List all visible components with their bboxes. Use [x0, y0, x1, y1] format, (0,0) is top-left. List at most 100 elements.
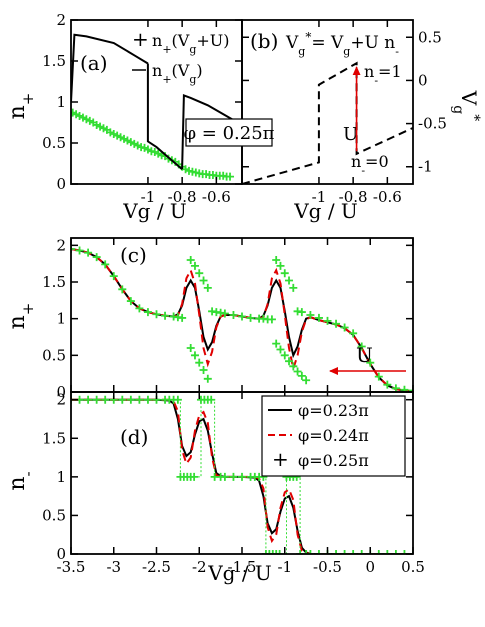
series-1-0-line — [242, 61, 413, 184]
series-2-2-point — [276, 261, 285, 270]
y-tick-label: 0.5 — [418, 28, 442, 46]
series-2-2-point — [238, 312, 246, 321]
x-tick-label: -2.5 — [142, 558, 171, 576]
legend-label-a1: n+(Vg+U) — [152, 31, 230, 56]
y-tick-label: 2 — [56, 236, 66, 254]
series-2-2-point — [199, 366, 208, 374]
series-2-2-point — [289, 283, 298, 292]
phi-annotation-box — [185, 118, 273, 147]
x-tick-label: -1 — [312, 188, 327, 206]
panel-c-label: (c) — [120, 243, 147, 267]
x-tick-label: -0.8 — [339, 188, 368, 206]
series-0-0-point — [226, 172, 235, 181]
series-2-2-point — [178, 313, 187, 322]
series-2-2-point — [118, 285, 127, 294]
series-2-1-line — [71, 248, 413, 392]
series-3-2-point — [349, 550, 358, 554]
y-tick-label: 0 — [418, 71, 428, 89]
series-2-2-point — [190, 351, 199, 360]
y-tick-label: 0 — [56, 545, 66, 563]
series-2-2-point — [75, 246, 84, 255]
panel-a-legend: + n+(Vg+U) n+(Vg) — [132, 27, 230, 86]
plot-area — [242, 61, 413, 184]
panel-d-label: (d) — [120, 425, 148, 449]
plot-area — [71, 395, 413, 554]
panel-d-ylabel: n- — [5, 471, 37, 490]
u-arrow-label-c: U — [356, 343, 373, 367]
panel-b-plot: -1 -0.8 -0.6 -1 -0.5 0 0.5 — [241, 19, 447, 206]
series-2-2-point — [220, 309, 229, 318]
series-2-2-point — [409, 386, 413, 392]
series-0-1-line — [71, 33, 149, 103]
series-2-2-point — [143, 308, 152, 317]
x-tick-label: -3.5 — [57, 558, 86, 576]
panel-d-plot: -3.5 -3 -2.5 -2 -1.5 -1 -0.5 0 0.5 0 0.5 1 1.5 2 — [42, 391, 425, 576]
series-2-2-point — [190, 261, 199, 270]
legend-label-023: φ=0.23π — [298, 401, 369, 420]
series-2-2-point — [272, 256, 281, 264]
series-2-2-point — [357, 342, 366, 351]
panel-d-labels: (d) n- Vg / U φ=0.23π φ=0.24π + φ=0.25π — [5, 395, 406, 585]
series-2-2-point — [195, 358, 204, 367]
series-2-2-point — [186, 344, 195, 352]
panel-a-labels: (a) n+ Vg / U + n+(Vg+U) n+(Vg) φ = 0.25… — [5, 27, 275, 223]
legend-label-025: φ=0.25π — [298, 451, 369, 470]
series-0-1-line — [181, 93, 242, 170]
y-tick-label: 1 — [56, 310, 66, 328]
x-tick-label: -2 — [192, 558, 207, 576]
panel-d-legend: φ=0.23π φ=0.24π + φ=0.25π — [261, 395, 406, 477]
series-2-2-point — [109, 272, 118, 281]
series-3-2-point — [302, 550, 311, 554]
series-3-2-point — [357, 550, 366, 554]
panel-a-plot: -1 -0.8 -0.6 0 0.5 1 1.5 2 — [42, 11, 243, 206]
series-2-2-point — [323, 316, 332, 325]
series-3-2-point — [332, 550, 341, 554]
series-3-2-point — [272, 550, 281, 554]
series-3-2-point — [383, 550, 392, 554]
series-2-2-point — [280, 351, 289, 360]
series-2-2-point — [276, 345, 285, 354]
y-tick-label: 0.5 — [42, 134, 66, 152]
x-tick-label: -0.6 — [202, 188, 231, 206]
x-tick-label: 0 — [365, 558, 375, 576]
x-tick-label: -1.5 — [228, 558, 257, 576]
legend-marker-025: + — [272, 447, 289, 471]
panel-a-ylabel: n+ — [5, 93, 37, 120]
x-tick-label: -0.8 — [168, 188, 197, 206]
series-3-2-point — [306, 550, 315, 554]
series-2-2-point — [92, 253, 101, 262]
series-2-2-point — [84, 248, 93, 257]
series-3-2-point — [265, 550, 274, 554]
series-2-2-point — [289, 362, 298, 371]
series-2-2-point — [332, 319, 341, 328]
series-2-2-point — [297, 371, 306, 380]
panel-a-label: (a) — [80, 51, 108, 75]
series-3-2-point — [400, 550, 409, 554]
series-2-2-point — [195, 269, 204, 278]
series-3-2-point — [275, 550, 284, 554]
series-3-2-point — [314, 550, 323, 554]
series-2-2-point — [246, 313, 255, 322]
series-2-2-point — [229, 311, 238, 319]
y-tick-label: 1.5 — [42, 429, 66, 447]
y-tick-label: 0.5 — [42, 346, 66, 364]
panel-b-xlabel: Vg / U — [293, 199, 358, 223]
legend-marker-plus: + — [132, 27, 149, 51]
x-tick-label: -0.6 — [373, 188, 402, 206]
series-2-2-point — [272, 339, 281, 348]
series-2-2-point — [101, 260, 110, 269]
series-2-2-point — [152, 310, 161, 319]
plot-area — [71, 33, 242, 181]
series-2-2-point — [280, 269, 289, 278]
series-2-2-point — [383, 380, 392, 389]
series-2-2-point — [126, 297, 135, 306]
series-2-2-point — [297, 308, 306, 317]
series-2-2-point — [135, 304, 144, 313]
y-tick-label: -0.5 — [418, 115, 447, 133]
panel-a-xlabel: Vg / U — [122, 199, 187, 223]
n-minus-1-label: n-=1 — [364, 62, 402, 87]
series-2-2-point — [267, 315, 276, 324]
x-tick-label: -0.5 — [313, 558, 342, 576]
plot-area — [71, 245, 413, 392]
